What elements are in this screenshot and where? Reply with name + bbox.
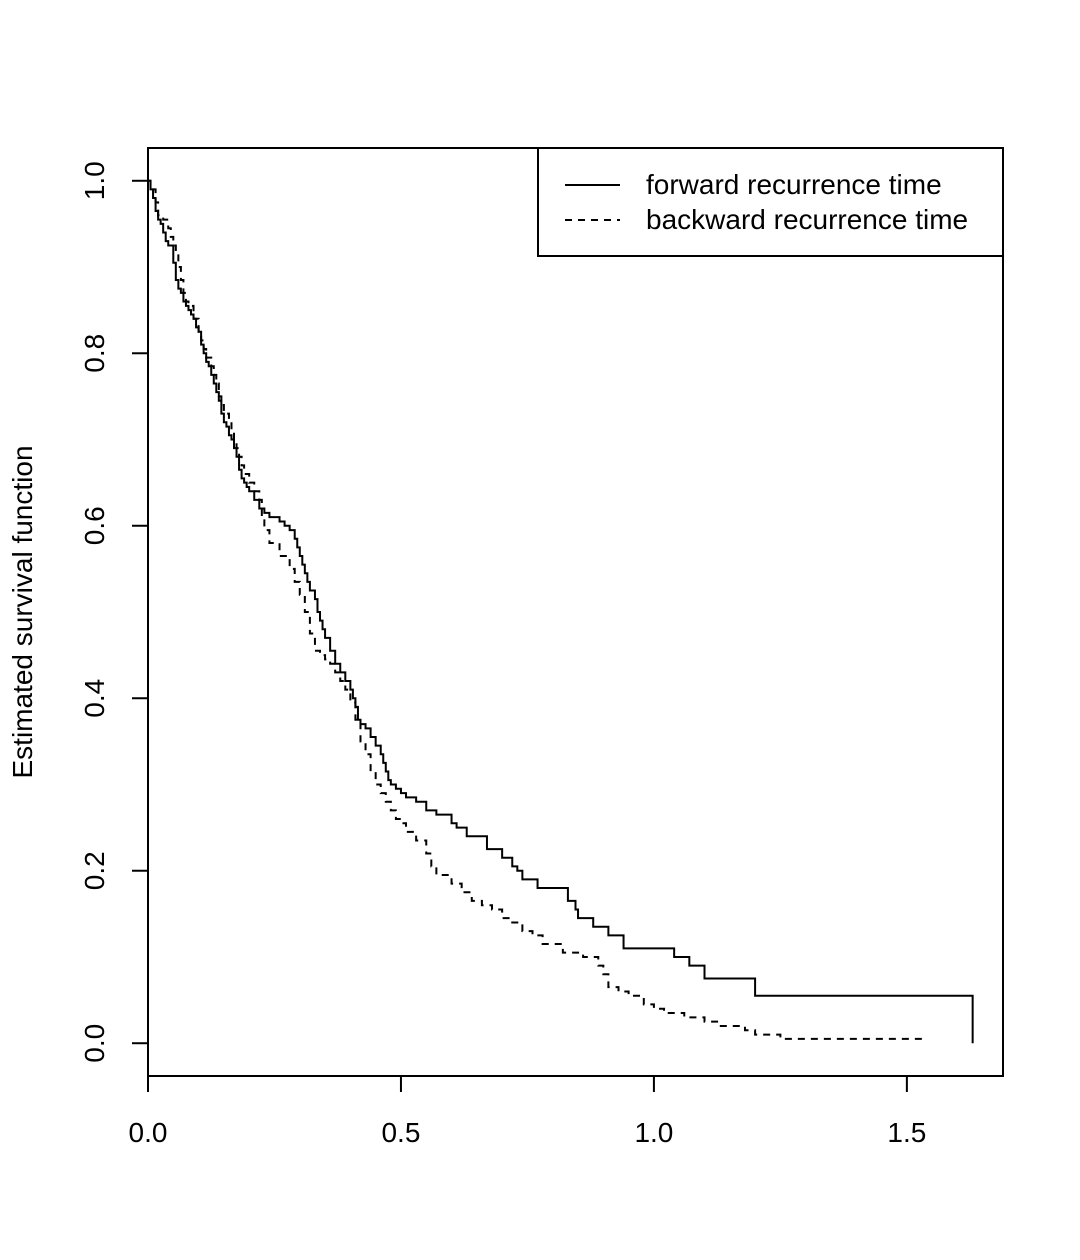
legend: forward recurrence time backward recurre… xyxy=(537,147,1004,257)
legend-label-forward: forward recurrence time xyxy=(646,169,942,200)
plot-frame xyxy=(147,147,1004,1077)
y-axis-label: Estimated survival function xyxy=(7,445,38,778)
series-layer xyxy=(148,179,974,1044)
series-line-backward xyxy=(148,179,924,1044)
x-tick-label: 0.5 xyxy=(381,1117,420,1148)
y-tick-label: 0.4 xyxy=(79,679,110,718)
y-tick-label: 0.6 xyxy=(79,506,110,545)
series-line-forward xyxy=(148,179,974,1044)
y-tick-label: 1.0 xyxy=(79,161,110,200)
legend-label-backward: backward recurrence time xyxy=(646,204,968,235)
x-tick-label: 0.0 xyxy=(129,1117,168,1148)
x-tick-label: 1.5 xyxy=(887,1117,926,1148)
y-tick-label: 0.2 xyxy=(79,851,110,890)
x-axis: 0.0 0.5 1.0 1.5 xyxy=(129,1075,926,1148)
y-tick-label: 0.0 xyxy=(79,1024,110,1063)
y-tick-label: 0.8 xyxy=(79,334,110,373)
y-axis: 0.0 0.2 0.4 0.6 0.8 1.0 xyxy=(79,161,149,1063)
legend-box xyxy=(537,147,1004,257)
x-tick-label: 1.0 xyxy=(634,1117,673,1148)
